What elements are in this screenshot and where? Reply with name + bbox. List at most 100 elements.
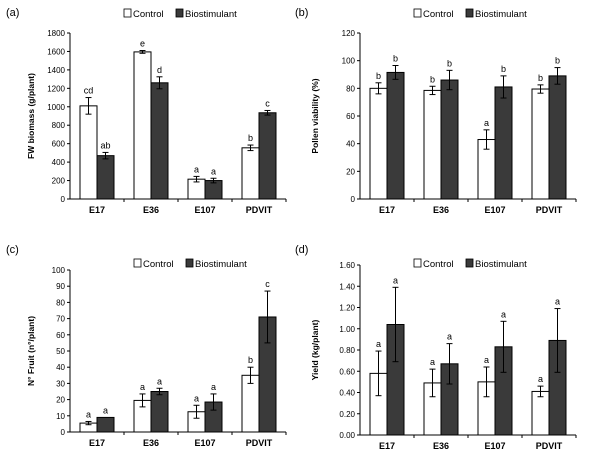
- bar-biostimulant-pdvit: [548, 75, 567, 200]
- y-tick-label: 800: [52, 121, 66, 130]
- bar-biostimulant-e17: [96, 155, 115, 200]
- significance-letter: a: [211, 382, 216, 392]
- legend: Control Biostimulant: [413, 258, 527, 270]
- bar-biostimulant-e36: [150, 82, 169, 200]
- panel-label: (b): [295, 7, 308, 19]
- y-tick-label: 0.40: [339, 389, 355, 398]
- legend-swatch-control: [123, 8, 132, 18]
- legend-swatch-control: [413, 258, 422, 268]
- significance-letter: a: [501, 309, 506, 319]
- legend: Control Biostimulant: [413, 8, 527, 20]
- bar-control-pdvit: [531, 390, 550, 436]
- significance-letter: e: [140, 39, 145, 49]
- y-tick-label: 400: [52, 158, 66, 167]
- significance-letter: a: [430, 357, 435, 367]
- y-tick-label: 1.60: [339, 261, 355, 270]
- legend-swatch-biostimulant: [465, 8, 474, 18]
- legend-label-control: Control: [423, 259, 454, 270]
- chart-panel-2: (b) Control Biostimulant Pollen viability (…: [295, 7, 577, 215]
- y-tick-label: 0.00: [339, 431, 355, 440]
- legend-label-control: Control: [143, 259, 174, 270]
- significance-letter: d: [157, 65, 162, 75]
- x-category-label: E107: [484, 205, 505, 215]
- bar-control-pdvit: [241, 147, 260, 200]
- panel-label: (c): [6, 244, 19, 256]
- y-tick-label: 120: [342, 29, 356, 38]
- legend: Control Biostimulant: [133, 258, 247, 270]
- y-tick-label: 1.00: [339, 325, 355, 334]
- bar-control-e36: [423, 89, 442, 200]
- x-category-label: PDVIT: [536, 441, 563, 450]
- legend: Control Biostimulant: [123, 8, 237, 20]
- legend-swatch-control: [413, 8, 422, 18]
- x-category-label: E17: [89, 205, 105, 215]
- legend-label-control: Control: [423, 9, 454, 20]
- y-tick-label: 1800: [47, 29, 65, 38]
- significance-letter: ab: [100, 140, 110, 150]
- chart-panel-3: (c) Control Biostimulant N° Fruit (n°/plant…: [6, 244, 287, 448]
- significance-letter: cd: [84, 86, 94, 96]
- bar-biostimulant-e17: [96, 416, 115, 433]
- x-category-label: E107: [194, 205, 215, 215]
- y-tick-label: 0: [61, 428, 66, 437]
- significance-letter: b: [430, 74, 435, 84]
- significance-letter: a: [157, 376, 162, 386]
- y-tick-label: 80: [346, 84, 355, 93]
- significance-letter: b: [393, 54, 398, 64]
- bar-biostimulant-e36: [150, 391, 169, 433]
- bar-biostimulant-e107: [494, 86, 513, 200]
- significance-letter: b: [447, 58, 452, 68]
- y-tick-label: 60: [346, 112, 355, 121]
- legend-label-biostimulant: Biostimulant: [195, 259, 247, 270]
- y-axis-label: Pollen viability (%): [310, 78, 320, 153]
- x-category-label: PDVIT: [536, 205, 563, 215]
- significance-letter: a: [376, 339, 381, 349]
- y-tick-label: 20: [56, 396, 65, 405]
- y-tick-label: 0: [351, 195, 356, 204]
- significance-letter: b: [501, 64, 506, 74]
- legend-label-biostimulant: Biostimulant: [185, 9, 237, 20]
- legend-label-biostimulant: Biostimulant: [475, 9, 527, 20]
- legend-label-biostimulant: Biostimulant: [475, 259, 527, 270]
- y-tick-label: 1600: [47, 47, 65, 56]
- legend-swatch-biostimulant: [175, 8, 184, 18]
- y-tick-label: 600: [52, 140, 66, 149]
- y-tick-label: 20: [346, 167, 355, 176]
- significance-letter: a: [86, 409, 91, 419]
- y-tick-label: 200: [52, 177, 66, 186]
- x-category-label: E36: [143, 438, 159, 448]
- significance-letter: a: [393, 275, 398, 285]
- significance-letter: a: [484, 118, 489, 128]
- y-tick-label: 0.60: [339, 367, 355, 376]
- significance-letter: b: [555, 56, 560, 66]
- significance-letter: b: [376, 71, 381, 81]
- y-tick-label: 0: [61, 195, 66, 204]
- panel-label: (a): [6, 7, 19, 19]
- y-tick-label: 1200: [47, 84, 65, 93]
- y-tick-label: 40: [56, 363, 65, 372]
- bar-control-e36: [133, 51, 152, 200]
- y-tick-label: 100: [342, 57, 356, 66]
- legend-swatch-control: [133, 258, 142, 268]
- y-tick-label: 1400: [47, 66, 65, 75]
- significance-letter: a: [194, 393, 199, 403]
- y-tick-label: 100: [52, 266, 66, 275]
- y-tick-label: 60: [56, 331, 65, 340]
- significance-letter: a: [538, 374, 543, 384]
- significance-letter: a: [484, 355, 489, 365]
- y-axis-label: N° Fruit (n°/plant): [26, 316, 36, 386]
- y-axis-label: Yield (kg/plant): [310, 320, 320, 381]
- significance-letter: b: [248, 355, 253, 365]
- significance-letter: b: [538, 73, 543, 83]
- y-tick-label: 90: [56, 282, 65, 291]
- legend-swatch-biostimulant: [185, 258, 194, 268]
- significance-letter: c: [265, 279, 270, 289]
- significance-letter: a: [555, 297, 560, 307]
- y-tick-label: 10: [56, 412, 65, 421]
- x-category-label: PDVIT: [246, 438, 273, 448]
- bar-biostimulant-e36: [440, 79, 459, 200]
- y-tick-label: 80: [56, 298, 65, 307]
- y-tick-label: 1000: [47, 103, 65, 112]
- chart-panel-1: (a) Control Biostimulant FW biomass (g/plan…: [6, 7, 287, 215]
